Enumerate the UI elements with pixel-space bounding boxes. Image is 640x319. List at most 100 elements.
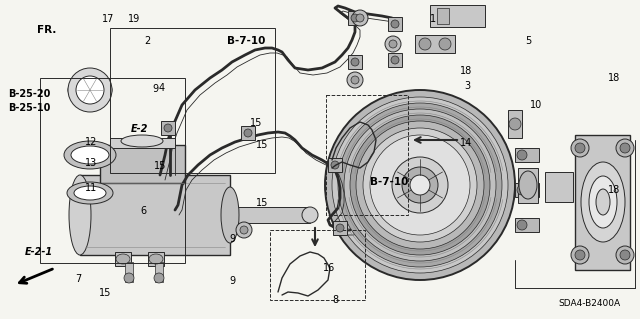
Text: 9: 9 xyxy=(229,234,236,244)
Circle shape xyxy=(391,56,399,64)
Bar xyxy=(230,207,310,223)
Text: B-25-20: B-25-20 xyxy=(8,89,50,99)
Bar xyxy=(515,148,539,162)
Ellipse shape xyxy=(116,254,130,264)
Circle shape xyxy=(391,20,399,28)
Circle shape xyxy=(517,220,527,230)
Text: 3: 3 xyxy=(465,81,471,91)
Circle shape xyxy=(236,222,252,238)
Circle shape xyxy=(356,121,484,249)
Circle shape xyxy=(124,273,134,283)
Circle shape xyxy=(351,76,359,84)
Circle shape xyxy=(363,128,477,242)
Text: E-2-1: E-2-1 xyxy=(24,247,52,257)
Circle shape xyxy=(575,250,585,260)
Bar xyxy=(161,121,175,135)
Ellipse shape xyxy=(589,176,617,228)
Bar xyxy=(40,78,185,263)
Bar xyxy=(270,230,365,300)
Circle shape xyxy=(352,10,368,26)
Text: B-7-10: B-7-10 xyxy=(227,36,266,46)
Bar xyxy=(100,145,185,183)
Circle shape xyxy=(336,224,344,232)
Bar xyxy=(333,221,347,235)
Ellipse shape xyxy=(149,254,163,264)
Text: B-25-10: B-25-10 xyxy=(8,103,50,114)
Text: 16: 16 xyxy=(323,263,335,273)
Circle shape xyxy=(402,167,438,203)
Ellipse shape xyxy=(581,162,625,242)
Text: E-2: E-2 xyxy=(131,124,148,134)
Bar xyxy=(508,110,522,138)
Text: 2: 2 xyxy=(144,36,150,46)
Circle shape xyxy=(154,273,164,283)
Text: 18: 18 xyxy=(608,185,620,195)
Bar xyxy=(115,252,131,266)
Text: FR.: FR. xyxy=(37,25,56,35)
Circle shape xyxy=(325,90,515,280)
Bar xyxy=(545,172,573,202)
Circle shape xyxy=(356,14,364,22)
Text: 19: 19 xyxy=(128,14,140,24)
Circle shape xyxy=(620,250,630,260)
Circle shape xyxy=(76,76,104,104)
Ellipse shape xyxy=(221,187,239,243)
Circle shape xyxy=(392,157,448,213)
Bar xyxy=(348,11,362,25)
Text: 8: 8 xyxy=(333,295,339,305)
Circle shape xyxy=(338,103,502,267)
Bar xyxy=(125,262,133,282)
Ellipse shape xyxy=(71,146,109,164)
Text: 18: 18 xyxy=(460,66,472,76)
Circle shape xyxy=(244,129,252,137)
Bar xyxy=(241,126,255,140)
Bar xyxy=(430,5,485,27)
Text: 9: 9 xyxy=(152,84,159,94)
Text: 7: 7 xyxy=(76,274,82,284)
Ellipse shape xyxy=(64,141,116,169)
Circle shape xyxy=(68,68,112,112)
Circle shape xyxy=(575,143,585,153)
Text: 15: 15 xyxy=(99,288,111,299)
Ellipse shape xyxy=(68,79,112,101)
Circle shape xyxy=(351,58,359,66)
Circle shape xyxy=(616,139,634,157)
Ellipse shape xyxy=(596,189,610,215)
Bar xyxy=(388,17,402,31)
Text: 15: 15 xyxy=(256,140,268,150)
Circle shape xyxy=(351,14,359,22)
Bar xyxy=(415,35,455,53)
Circle shape xyxy=(331,161,339,169)
Bar xyxy=(110,138,175,148)
Bar xyxy=(518,168,538,203)
Circle shape xyxy=(389,40,397,48)
Text: 14: 14 xyxy=(460,138,472,148)
Circle shape xyxy=(344,109,496,261)
Text: 15: 15 xyxy=(256,197,268,208)
Text: 10: 10 xyxy=(530,100,542,110)
Circle shape xyxy=(410,175,430,195)
Ellipse shape xyxy=(69,175,91,255)
Text: 6: 6 xyxy=(141,205,147,216)
Circle shape xyxy=(350,115,490,255)
Text: 15: 15 xyxy=(154,161,166,171)
Bar xyxy=(437,8,449,24)
Circle shape xyxy=(164,124,172,132)
Text: 18: 18 xyxy=(608,73,620,83)
Text: 15: 15 xyxy=(250,118,262,128)
Bar xyxy=(575,135,630,270)
Bar xyxy=(515,218,539,232)
Circle shape xyxy=(439,38,451,50)
Text: 12: 12 xyxy=(84,137,97,147)
Circle shape xyxy=(571,246,589,264)
Text: SDA4-B2400A: SDA4-B2400A xyxy=(559,299,621,308)
Bar xyxy=(515,183,539,197)
Circle shape xyxy=(517,185,527,195)
Bar xyxy=(388,53,402,67)
Circle shape xyxy=(302,207,318,223)
Bar xyxy=(155,262,163,282)
Circle shape xyxy=(419,38,431,50)
Bar xyxy=(80,175,230,255)
Ellipse shape xyxy=(67,182,113,204)
Circle shape xyxy=(620,143,630,153)
